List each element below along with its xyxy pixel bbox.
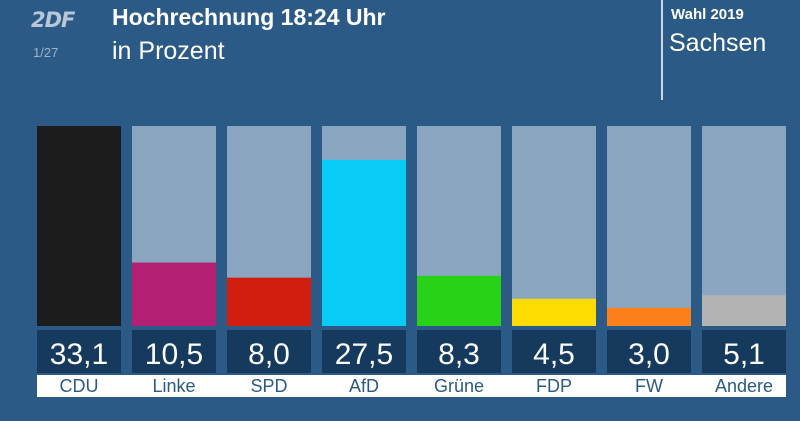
value-box-3 (322, 330, 406, 373)
page-subtitle: in Prozent (112, 37, 225, 65)
value-label-4: 8,3 (438, 338, 480, 371)
bar-fdp (512, 298, 596, 326)
value-label-7: 5,1 (723, 338, 765, 371)
value-label-3: 27,5 (335, 338, 393, 371)
value-label-5: 4,5 (533, 338, 575, 371)
value-box-2 (227, 330, 311, 373)
bar-linke (132, 262, 216, 326)
value-box-1 (132, 330, 216, 373)
bar-track-6 (607, 126, 691, 326)
election-label: Wahl 2019 (671, 6, 744, 23)
page-indicator: 1/27 (33, 45, 59, 60)
value-box-4 (417, 330, 501, 373)
bar-andere (702, 295, 786, 326)
category-label-7: Andere (715, 376, 773, 396)
category-label-3: AfD (349, 376, 379, 396)
header-divider (661, 0, 663, 100)
value-label-2: 8,0 (248, 338, 290, 371)
bar-spd (227, 277, 311, 326)
bar-cdu (37, 126, 121, 326)
value-box-6 (607, 330, 691, 373)
value-box-7 (702, 330, 786, 373)
page-title: Hochrechnung 18:24 Uhr (112, 4, 386, 30)
category-label-4: Grüne (434, 376, 484, 396)
bar-afd (322, 159, 406, 326)
category-label-1: Linke (152, 376, 195, 396)
category-label-6: FW (635, 376, 663, 396)
zdf-logo: 2DF (31, 8, 75, 32)
bar-fw (607, 307, 691, 326)
value-label-0: 33,1 (50, 338, 108, 371)
value-box-5 (512, 330, 596, 373)
category-label-5: FDP (536, 376, 572, 396)
category-label-0: CDU (60, 376, 99, 396)
value-label-6: 3,0 (628, 338, 670, 371)
category-label-2: SPD (250, 376, 287, 396)
value-label-1: 10,5 (145, 338, 203, 371)
bar-track-5 (512, 126, 596, 326)
region-label: Sachsen (669, 29, 767, 57)
bar-track-7 (702, 126, 786, 326)
bar-grüne (417, 275, 501, 326)
category-strip (37, 375, 786, 397)
value-box-0 (37, 330, 121, 373)
